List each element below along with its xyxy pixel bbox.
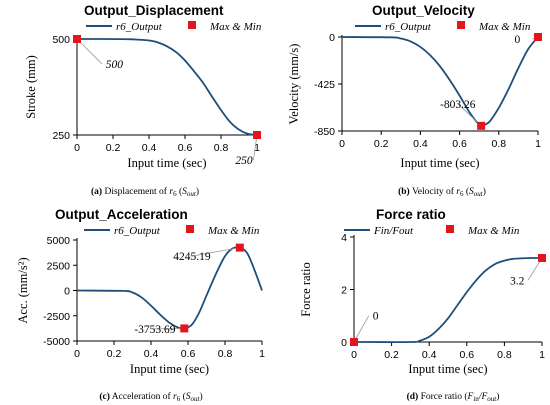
y-axis-label: Stroke (mm)	[24, 55, 38, 119]
chart-title: Output_Acceleration	[55, 207, 188, 222]
x-axis-label: Input time (sec)	[408, 362, 487, 376]
marker-leader-line	[191, 247, 240, 257]
x-tick-label: 0.6	[452, 138, 467, 150]
max-min-marker	[73, 35, 81, 43]
y-tick-label: -5000	[43, 336, 70, 348]
legend-marker-swatch	[188, 21, 196, 29]
y-tick-label: -2500	[43, 311, 70, 323]
legend-marker-swatch	[186, 225, 194, 233]
figure-caption: (c) Acceleration of r6 (Sout)	[99, 391, 202, 403]
legend-marker-label: Max & Min	[209, 21, 262, 33]
x-axis-label: Input time (sec)	[127, 156, 206, 170]
data-label: 3.2	[510, 275, 525, 287]
x-tick-label: 1	[259, 348, 265, 360]
figure-caption: (d) Force ratio (Fin/Fout)	[407, 391, 500, 403]
x-tick-label: 1	[535, 138, 541, 150]
max-min-marker	[538, 254, 546, 262]
marker-leader-line	[76, 38, 103, 65]
x-tick-label: 0.4	[413, 138, 428, 150]
x-tick-label: 0.4	[422, 349, 437, 361]
data-label: 4245.19	[173, 251, 211, 263]
x-tick-label: 1	[539, 349, 545, 361]
legend-marker-swatch	[446, 225, 454, 233]
y-tick-label: 4	[341, 232, 347, 244]
x-tick-label: 0.2	[374, 138, 389, 150]
marker-leader-line	[353, 315, 370, 343]
x-tick-label: 0	[74, 142, 80, 154]
x-tick-label: 0.2	[107, 348, 122, 360]
x-tick-label: 0	[351, 349, 357, 361]
max-min-marker	[477, 121, 486, 130]
y-axis-label: Force ratio	[299, 262, 313, 317]
data-label: 0	[514, 34, 520, 46]
legend-marker-swatch	[457, 21, 465, 29]
x-axis-label: Input time (sec)	[130, 362, 209, 376]
chart-panel-4: Force ratio Fin/Fout Max & Min 0 0.2 0.4 0.6 0.…	[299, 207, 546, 403]
legend-series-label: r6_Output	[114, 225, 161, 237]
max-min-marker	[253, 131, 261, 139]
y-tick-label: 0	[64, 286, 70, 298]
chart-title: Force ratio	[376, 207, 446, 222]
max-min-marker	[534, 33, 542, 41]
chart-panel-3: Output_Acceleration r6_Output Max & Min 0 0.…	[16, 207, 265, 403]
max-min-marker	[350, 338, 358, 346]
legend-series-label: Fin/Fout	[373, 225, 414, 237]
data-label: 250	[235, 155, 253, 167]
y-tick-label: 5000	[47, 235, 71, 247]
data-label: -803.26	[440, 99, 476, 111]
x-tick-label: 0.2	[106, 142, 121, 154]
x-tick-label: 0.2	[384, 349, 399, 361]
series-line	[76, 38, 258, 136]
x-tick-label: 0.8	[218, 348, 233, 360]
y-tick-label: 2500	[47, 260, 71, 272]
figure-caption: (a) Displacement of r6 (Sout)	[91, 186, 199, 198]
figure-caption: (b) Velocity of r6 (Sout)	[398, 186, 486, 198]
x-tick-label: 0.4	[144, 348, 159, 360]
y-axis-label: Velocity (mm/s)	[287, 44, 301, 125]
series-line	[76, 246, 263, 330]
legend-marker-label: Max & Min	[478, 21, 531, 33]
x-tick-label: 0.6	[181, 348, 196, 360]
max-min-marker	[180, 324, 189, 333]
data-label: 500	[106, 59, 124, 71]
y-axis-label: Acc. (mm/s²)	[16, 257, 30, 323]
legend-series-label: r6_Output	[385, 21, 432, 33]
y-tick-label: 500	[52, 34, 70, 46]
y-tick-label: 250	[52, 130, 70, 142]
x-tick-label: 0.8	[497, 349, 512, 361]
series-line	[341, 36, 539, 128]
y-tick-label: 2	[341, 285, 347, 297]
series-line	[353, 257, 543, 343]
y-tick-label: -425	[314, 79, 335, 91]
chart-title: Output_Displacement	[84, 3, 224, 18]
y-tick-label: 0	[341, 337, 347, 349]
x-tick-label: 0.6	[178, 142, 193, 154]
x-tick-label: 1	[254, 142, 260, 154]
marker-leader-line	[253, 134, 258, 160]
chart-panel-1: Output_Displacement r6_Output Max & Min 0 0.…	[24, 3, 262, 198]
y-tick-label: -850	[314, 126, 335, 138]
legend-series-label: r6_Output	[116, 21, 163, 33]
y-tick-label: 0	[329, 32, 335, 44]
x-tick-label: 0.4	[142, 142, 157, 154]
chart-title: Output_Velocity	[372, 3, 475, 18]
max-min-marker	[235, 243, 244, 252]
x-tick-label: 0.6	[459, 349, 474, 361]
legend-marker-label: Max & Min	[467, 225, 520, 237]
legend-marker-label: Max & Min	[207, 225, 260, 237]
x-axis-label: Input time (sec)	[400, 156, 479, 170]
data-label: -3753.69	[134, 324, 175, 336]
data-label: 0	[373, 311, 379, 323]
x-tick-label: 0.8	[214, 142, 229, 154]
x-tick-label: 0	[339, 138, 345, 150]
marker-leader-line	[152, 328, 185, 330]
x-tick-label: 0.8	[491, 138, 506, 150]
x-tick-label: 0	[74, 348, 80, 360]
